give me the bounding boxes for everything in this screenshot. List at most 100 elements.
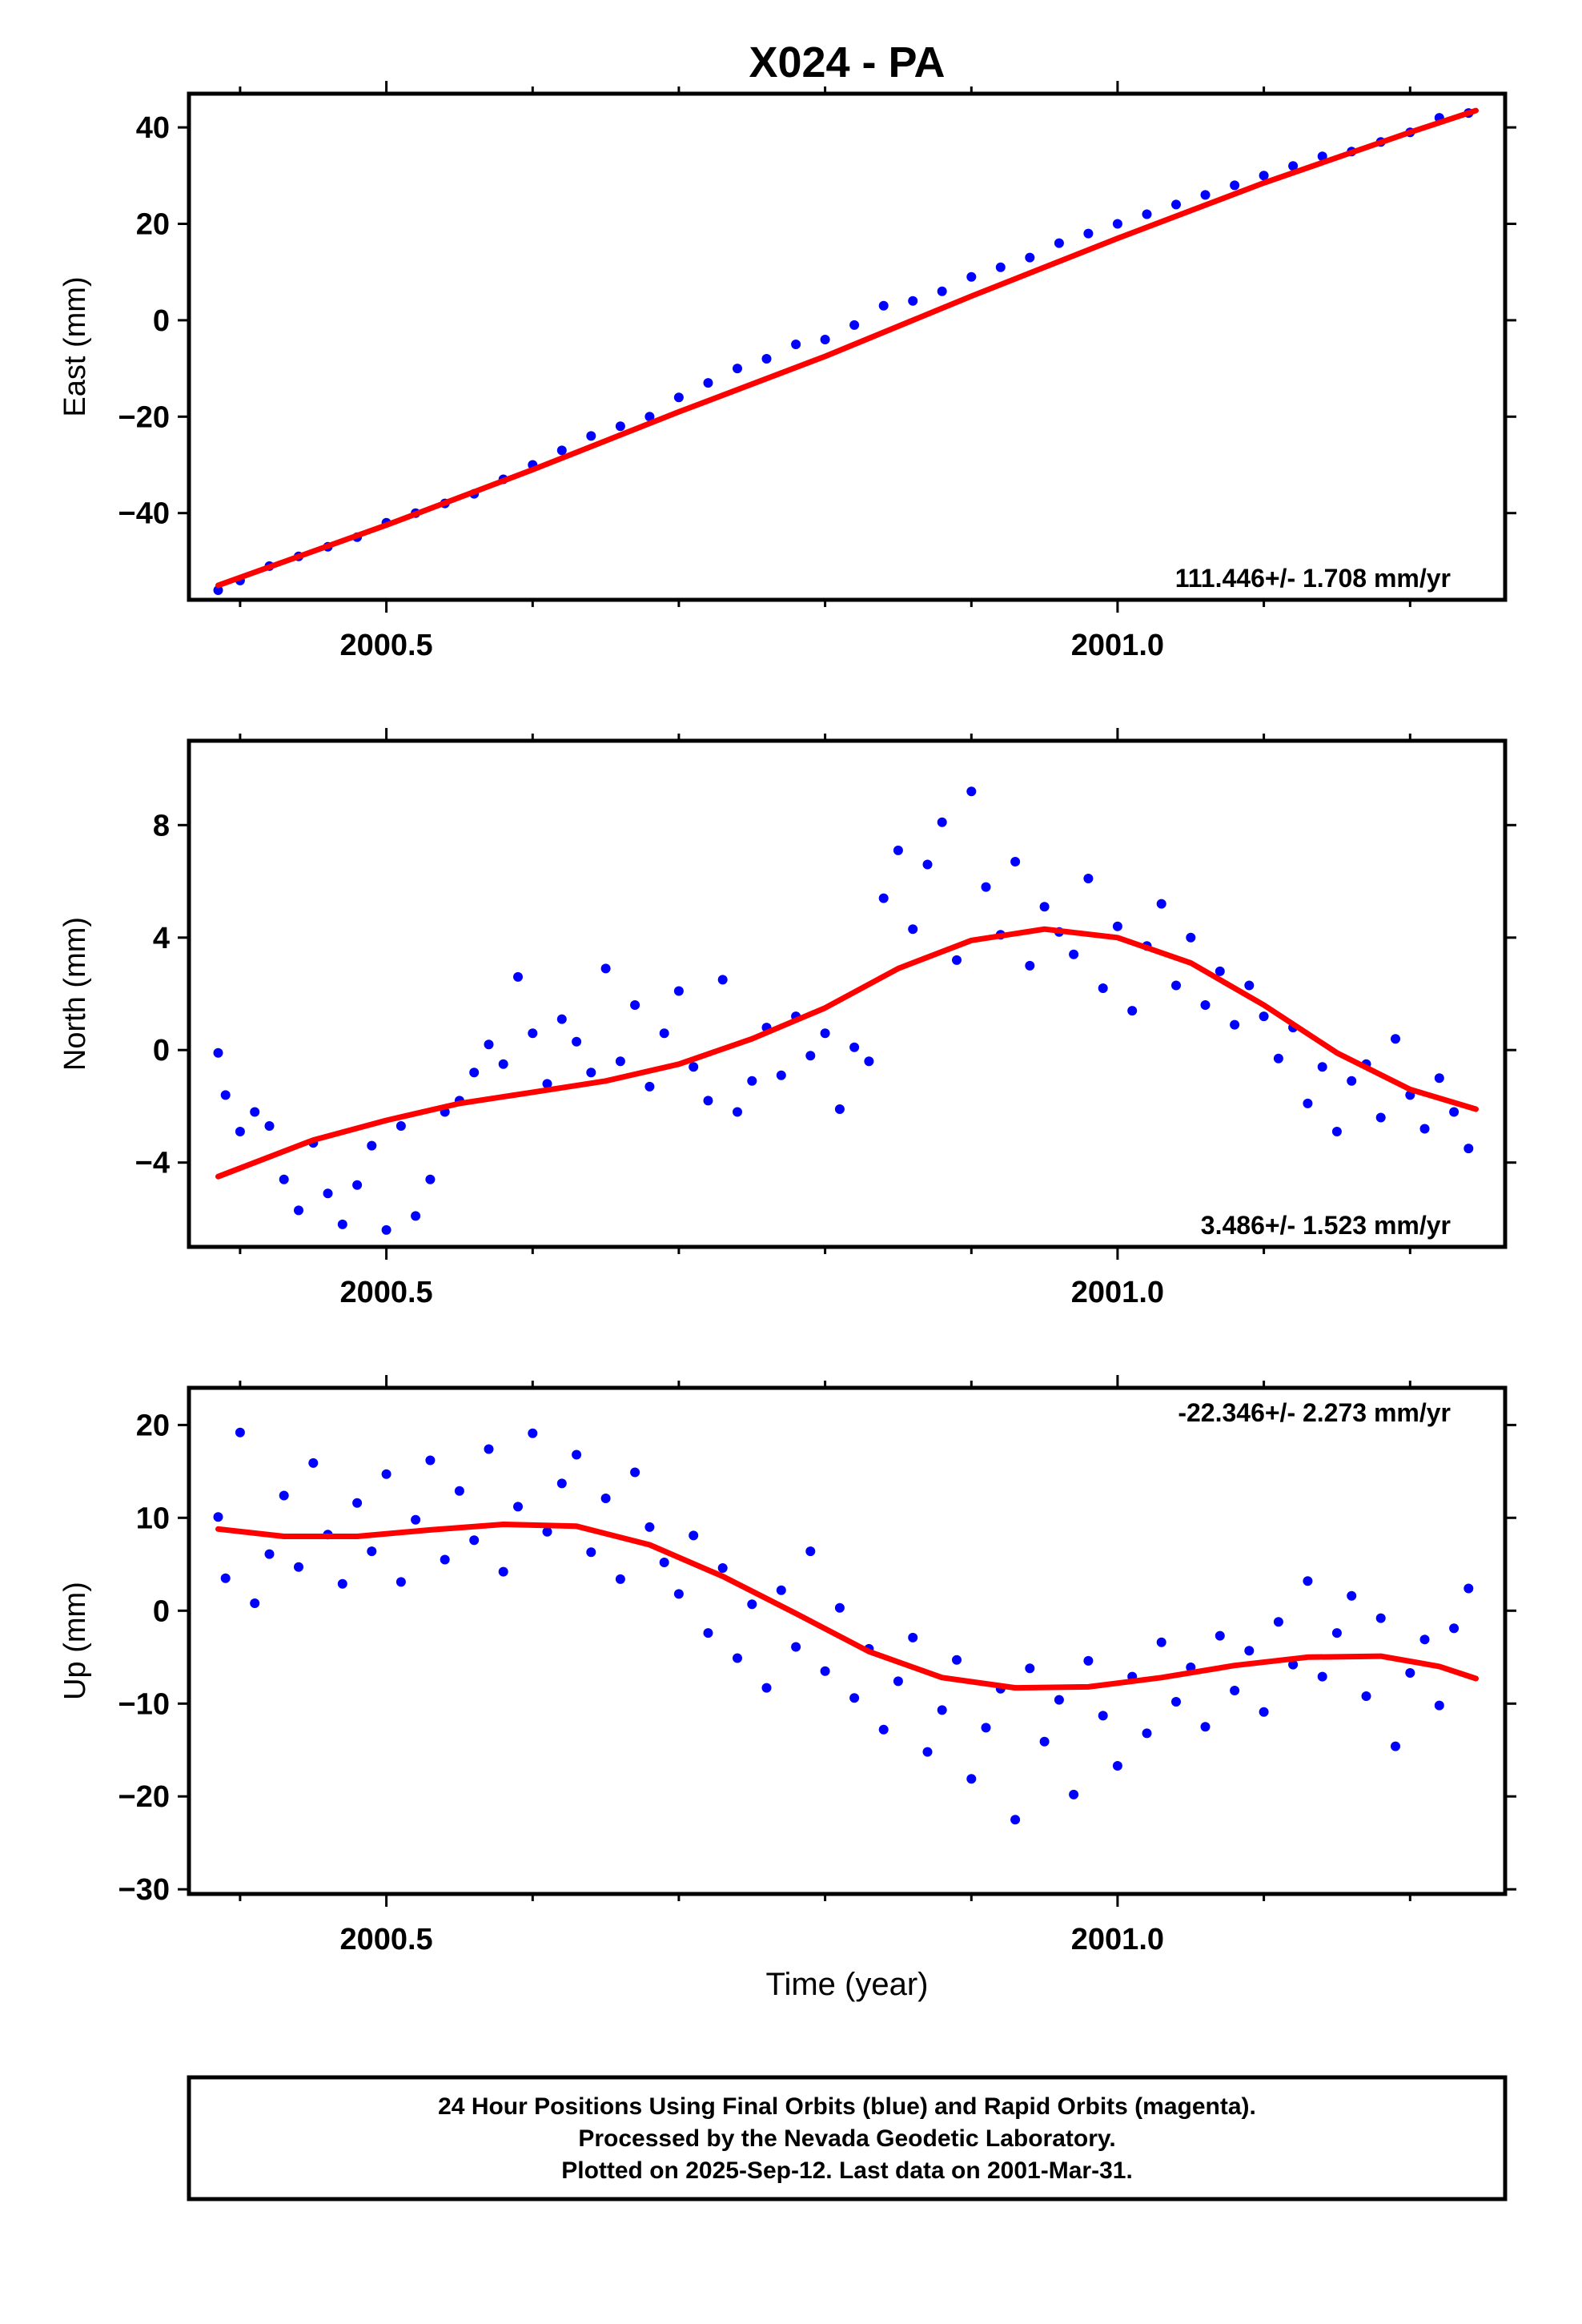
- up-data-point: [615, 1574, 625, 1584]
- up-data-point: [1317, 1671, 1327, 1682]
- up-data-point: [308, 1458, 319, 1468]
- east-data-point: [937, 286, 947, 296]
- north-y-axis-label: North (mm): [58, 917, 92, 1071]
- north-data-point: [1464, 1144, 1474, 1154]
- north-data-point: [1259, 1011, 1269, 1022]
- north-data-point: [1186, 932, 1196, 943]
- up-data-point: [1303, 1576, 1313, 1586]
- north-data-point: [1347, 1076, 1357, 1086]
- east-data-point: [615, 421, 625, 432]
- north-data-point: [834, 1104, 845, 1114]
- north-data-point: [908, 924, 918, 935]
- east-x-tick-label: 2000.5: [339, 629, 432, 662]
- north-data-point: [1127, 1006, 1138, 1016]
- east-data-point: [1288, 161, 1299, 171]
- up-data-point: [1375, 1613, 1386, 1623]
- north-data-point: [367, 1140, 377, 1151]
- north-data-point: [1039, 902, 1050, 912]
- east-y-tick-label: 20: [136, 208, 170, 242]
- north-data-point: [703, 1096, 713, 1106]
- north-y-tick-label: 0: [153, 1034, 170, 1068]
- north-data-point: [556, 1014, 567, 1024]
- up-data-point: [542, 1526, 552, 1537]
- up-data-point: [556, 1478, 567, 1489]
- up-data-point: [425, 1455, 436, 1466]
- east-y-axis-label: East (mm): [58, 276, 92, 416]
- up-data-point: [893, 1676, 903, 1687]
- up-data-point: [484, 1444, 494, 1454]
- north-data-point: [411, 1211, 421, 1221]
- north-data-point: [1098, 983, 1108, 993]
- up-data-point: [849, 1693, 860, 1703]
- up-data-point: [1215, 1630, 1225, 1641]
- up-y-tick-label: 10: [136, 1502, 170, 1535]
- up-data-point: [1434, 1700, 1444, 1711]
- east-data-point: [703, 378, 713, 388]
- up-data-point: [1244, 1646, 1255, 1656]
- north-data-point: [1025, 960, 1035, 971]
- north-data-point: [1419, 1124, 1430, 1134]
- north-data-point: [600, 963, 611, 974]
- north-data-point: [469, 1068, 480, 1078]
- up-data-point: [1054, 1695, 1064, 1705]
- north-data-point: [615, 1056, 625, 1067]
- north-data-point: [425, 1174, 436, 1184]
- up-rate-label: -22.346+/- 2.273 mm/yr: [1178, 1398, 1451, 1427]
- up-data-point: [411, 1514, 421, 1525]
- up-data-point: [1025, 1663, 1035, 1674]
- up-data-point: [1361, 1691, 1371, 1701]
- footer-line-3: Plotted on 2025-Sep-12. Last data on 200…: [561, 2157, 1133, 2184]
- up-y-tick-label: −20: [118, 1780, 170, 1814]
- up-data-point: [1259, 1707, 1269, 1717]
- up-fit-line: [215, 1522, 1479, 1691]
- north-data-point: [323, 1188, 333, 1199]
- chart-title: X024 - PA: [749, 38, 945, 86]
- up-data-point: [1273, 1617, 1283, 1627]
- east-data-point: [1171, 199, 1181, 210]
- up-data-point: [1069, 1789, 1079, 1799]
- up-data-point: [791, 1642, 801, 1652]
- up-data-point: [717, 1563, 728, 1573]
- footer-line-2: Processed by the Nevada Geodetic Laborat…: [578, 2125, 1115, 2152]
- north-x-tick-label: 2000.5: [339, 1276, 432, 1309]
- north-data-point: [586, 1068, 596, 1078]
- east-data-point: [1230, 180, 1240, 191]
- east-data-point: [1112, 219, 1122, 229]
- up-data-point: [1464, 1583, 1474, 1594]
- north-y-tick-label: −4: [135, 1147, 170, 1180]
- up-data-point: [367, 1546, 377, 1557]
- up-data-point: [220, 1573, 231, 1583]
- north-data-point: [528, 1028, 538, 1039]
- up-panel: −30 −20 −10 0 10 20 2000.5 2001.0 Up (mm) -22.3…: [58, 1375, 1516, 1956]
- east-frame: [187, 91, 1508, 602]
- north-data-point: [689, 1062, 699, 1072]
- up-data-point: [703, 1628, 713, 1638]
- east-data-point: [733, 364, 742, 374]
- up-data-point: [586, 1547, 596, 1558]
- up-data-point: [1391, 1741, 1400, 1751]
- north-data-point: [1303, 1098, 1313, 1108]
- north-data-point: [1273, 1053, 1283, 1063]
- east-panel: −40 −20 0 20 40 2000.5 2001.0 East (mm) 111.44…: [58, 81, 1516, 662]
- up-data-point: [1449, 1623, 1460, 1634]
- east-data-point: [1054, 238, 1064, 248]
- up-data-point: [1142, 1728, 1152, 1739]
- up-data-point: [513, 1502, 523, 1512]
- east-y-tick-label: −20: [118, 400, 170, 434]
- east-data-point: [673, 392, 684, 403]
- up-axes: −30 −20 −10 0 10 20 2000.5 2001.0: [118, 1375, 1516, 1956]
- up-data-point: [630, 1467, 640, 1478]
- east-data-point: [556, 445, 567, 456]
- north-panel: −4 0 4 8 2000.5 2001.0 North (mm) 3.486+/- 1.…: [58, 728, 1516, 1309]
- up-y-tick-label: −10: [118, 1687, 170, 1721]
- north-data-point: [279, 1174, 289, 1184]
- up-data-point: [1156, 1637, 1166, 1647]
- north-data-point: [673, 986, 684, 996]
- north-data-point: [1083, 874, 1094, 883]
- up-data-point: [1405, 1668, 1415, 1678]
- up-data-point: [1331, 1628, 1342, 1638]
- up-data-point: [1039, 1736, 1050, 1747]
- up-data-point: [381, 1469, 391, 1479]
- north-data-point: [294, 1205, 303, 1216]
- north-data-point: [922, 859, 933, 870]
